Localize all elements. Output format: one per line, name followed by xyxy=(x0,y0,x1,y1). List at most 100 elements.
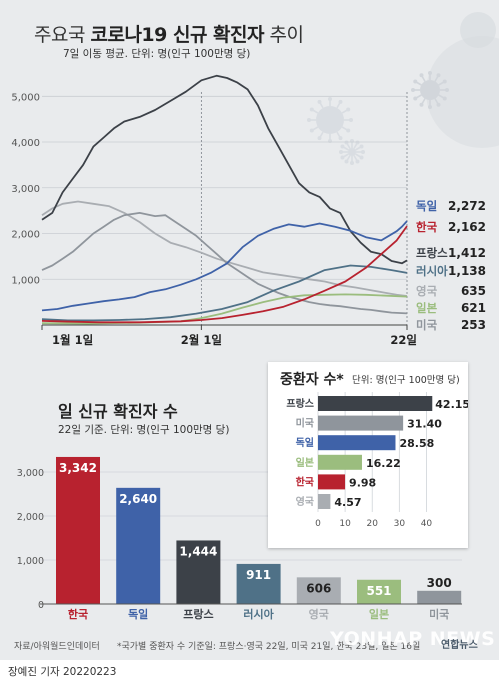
virus-spike-tip xyxy=(338,136,343,141)
virus-spike-tip xyxy=(317,99,322,104)
virus-spike-tip xyxy=(309,128,314,133)
virus-body xyxy=(348,148,356,156)
y-tick-label: 5,000 xyxy=(11,92,40,103)
x-tick-label: 20 xyxy=(366,519,378,529)
legend-series-name: 러시아 xyxy=(416,264,448,278)
virus-decoration xyxy=(307,12,499,165)
legend-series-name: 미국 xyxy=(416,318,438,332)
bar-chart: 0 1,000 2,000 3,000 3,342 한국 2,640 독일 1,444 프랑스 91… xyxy=(17,456,462,621)
virus-spike-tip xyxy=(355,140,360,145)
virus-spike xyxy=(415,81,422,86)
icu-chart-box: 중환자 수* 단위: 명(인구 100만명 당) 0 10 20 30 40 프랑스 42.… xyxy=(268,362,468,548)
icu-bar-일본 xyxy=(318,454,362,470)
icu-bar-한국 xyxy=(318,474,346,490)
virus-spike-tip xyxy=(307,118,311,122)
virus-spike-tip xyxy=(349,118,353,122)
bar-value-label: 606 xyxy=(306,581,331,595)
icu-value-label: 16.22 xyxy=(366,457,401,470)
y-tick-label: 4,000 xyxy=(11,138,40,149)
virus-spike-tip xyxy=(442,79,447,84)
virus-icon xyxy=(411,71,449,109)
virus-spike-tip xyxy=(419,102,424,107)
virus-body xyxy=(420,80,440,100)
virus-spike xyxy=(341,126,348,131)
legend-series-name: 한국 xyxy=(416,220,438,234)
virus-spike-tip xyxy=(344,140,349,145)
y-tick-label: 2,000 xyxy=(17,512,44,523)
virus-spike xyxy=(434,98,439,105)
icu-chart-subtitle: 단위: 명(인구 100만명 당) xyxy=(352,375,460,386)
bar-value-label: 2,640 xyxy=(119,492,157,506)
bar-value-label: 300 xyxy=(427,576,452,590)
globe-shape xyxy=(426,36,499,148)
line-chart-subtitle: 7일 이동 평균. 단위: 명(인구 100만명 당) xyxy=(63,48,251,60)
y-tick-label: 2,000 xyxy=(11,230,40,241)
title-suffix: 추이 xyxy=(264,24,304,46)
icu-category-label: 프랑스 xyxy=(286,398,314,410)
virus-spike-tip xyxy=(346,107,351,112)
legend-series-name: 일본 xyxy=(416,301,438,315)
x-tick-label: 1월 1일 xyxy=(52,333,93,347)
legend-end-value: 1,138 xyxy=(448,264,486,278)
icu-chart: 0 10 20 30 40 프랑스 42.15 미국 31.40 독일 28.58 일본 16.22 한국… xyxy=(286,392,468,529)
icu-bar-미국 xyxy=(318,415,404,431)
bar-chart-title: 일 신규 확진자 수 xyxy=(58,402,178,421)
virus-spike-tip xyxy=(309,107,314,112)
line-chart: 1,000 2,000 3,000 4,000 5,000 1월 1일 2월 1일 22일 독일… xyxy=(11,74,486,347)
bar-category-label: 러시아 xyxy=(243,607,274,621)
bar-value-label: 3,342 xyxy=(59,461,97,475)
x-tick-label: 22일 xyxy=(390,333,417,347)
bar-러시아 xyxy=(236,563,281,604)
y-tick-label: 0 xyxy=(38,600,44,611)
bar-category-label: 독일 xyxy=(128,607,148,621)
virus-spike-tip xyxy=(413,79,418,84)
virus-spike-tip xyxy=(436,73,441,78)
virus-spike xyxy=(346,142,351,149)
icu-category-label: 일본 xyxy=(296,456,314,469)
source-note: 자료/아워월드인데이터 xyxy=(14,642,100,652)
globe-shape xyxy=(460,12,496,48)
series-line-러시아 xyxy=(41,264,408,322)
virus-spike-tip xyxy=(411,88,415,92)
bar-독일 xyxy=(116,487,161,604)
bar-category-label: 영국 xyxy=(309,608,329,621)
virus-spike-tip xyxy=(419,73,424,78)
bar-category-label: 프랑스 xyxy=(183,608,213,621)
bar-category-label: 일본 xyxy=(369,607,389,621)
legend-series-name: 독일 xyxy=(416,199,437,213)
virus-spike xyxy=(434,75,439,82)
legend-end-value: 2,272 xyxy=(448,199,486,213)
legend-end-value: 253 xyxy=(461,318,486,332)
series-line-한국 xyxy=(41,225,408,324)
virus-spike xyxy=(342,153,349,158)
legend-series-name: 영국 xyxy=(416,284,438,298)
virus-spike-tip xyxy=(346,128,351,133)
bar-한국 xyxy=(56,456,100,604)
virus-spike-tip xyxy=(317,136,322,141)
virus-spike xyxy=(438,81,445,86)
bar-미국 xyxy=(417,590,462,604)
icu-value-label: 4.57 xyxy=(334,496,361,509)
legend-end-value: 635 xyxy=(461,284,486,298)
legend-series-name: 프랑스 xyxy=(416,246,448,260)
virus-spike xyxy=(355,146,362,151)
virus-spike xyxy=(312,126,319,131)
icu-category-label: 한국 xyxy=(296,476,314,488)
virus-spike-tip xyxy=(339,150,343,154)
virus-spike xyxy=(438,94,445,99)
icu-category-label: 미국 xyxy=(296,417,314,430)
virus-spike-tip xyxy=(413,96,418,101)
icu-category-label: 독일 xyxy=(296,436,314,449)
legend-end-value: 2,162 xyxy=(448,220,486,234)
x-tick-label: 40 xyxy=(421,519,433,529)
icu-category-label: 영국 xyxy=(296,495,314,508)
bar-value-label: 911 xyxy=(246,568,271,582)
bar-category-label: 미국 xyxy=(429,607,449,621)
icu-value-label: 42.15 xyxy=(435,398,468,411)
icu-footnote: *국가별 중환자 수 기준일: 프랑스·영국 22일, 미국 21일, 한국 2… xyxy=(117,642,421,652)
virus-spike-tip xyxy=(338,99,343,104)
icu-bar-독일 xyxy=(318,435,396,451)
virus-spike-tip xyxy=(445,88,449,92)
virus-spike xyxy=(336,131,341,138)
